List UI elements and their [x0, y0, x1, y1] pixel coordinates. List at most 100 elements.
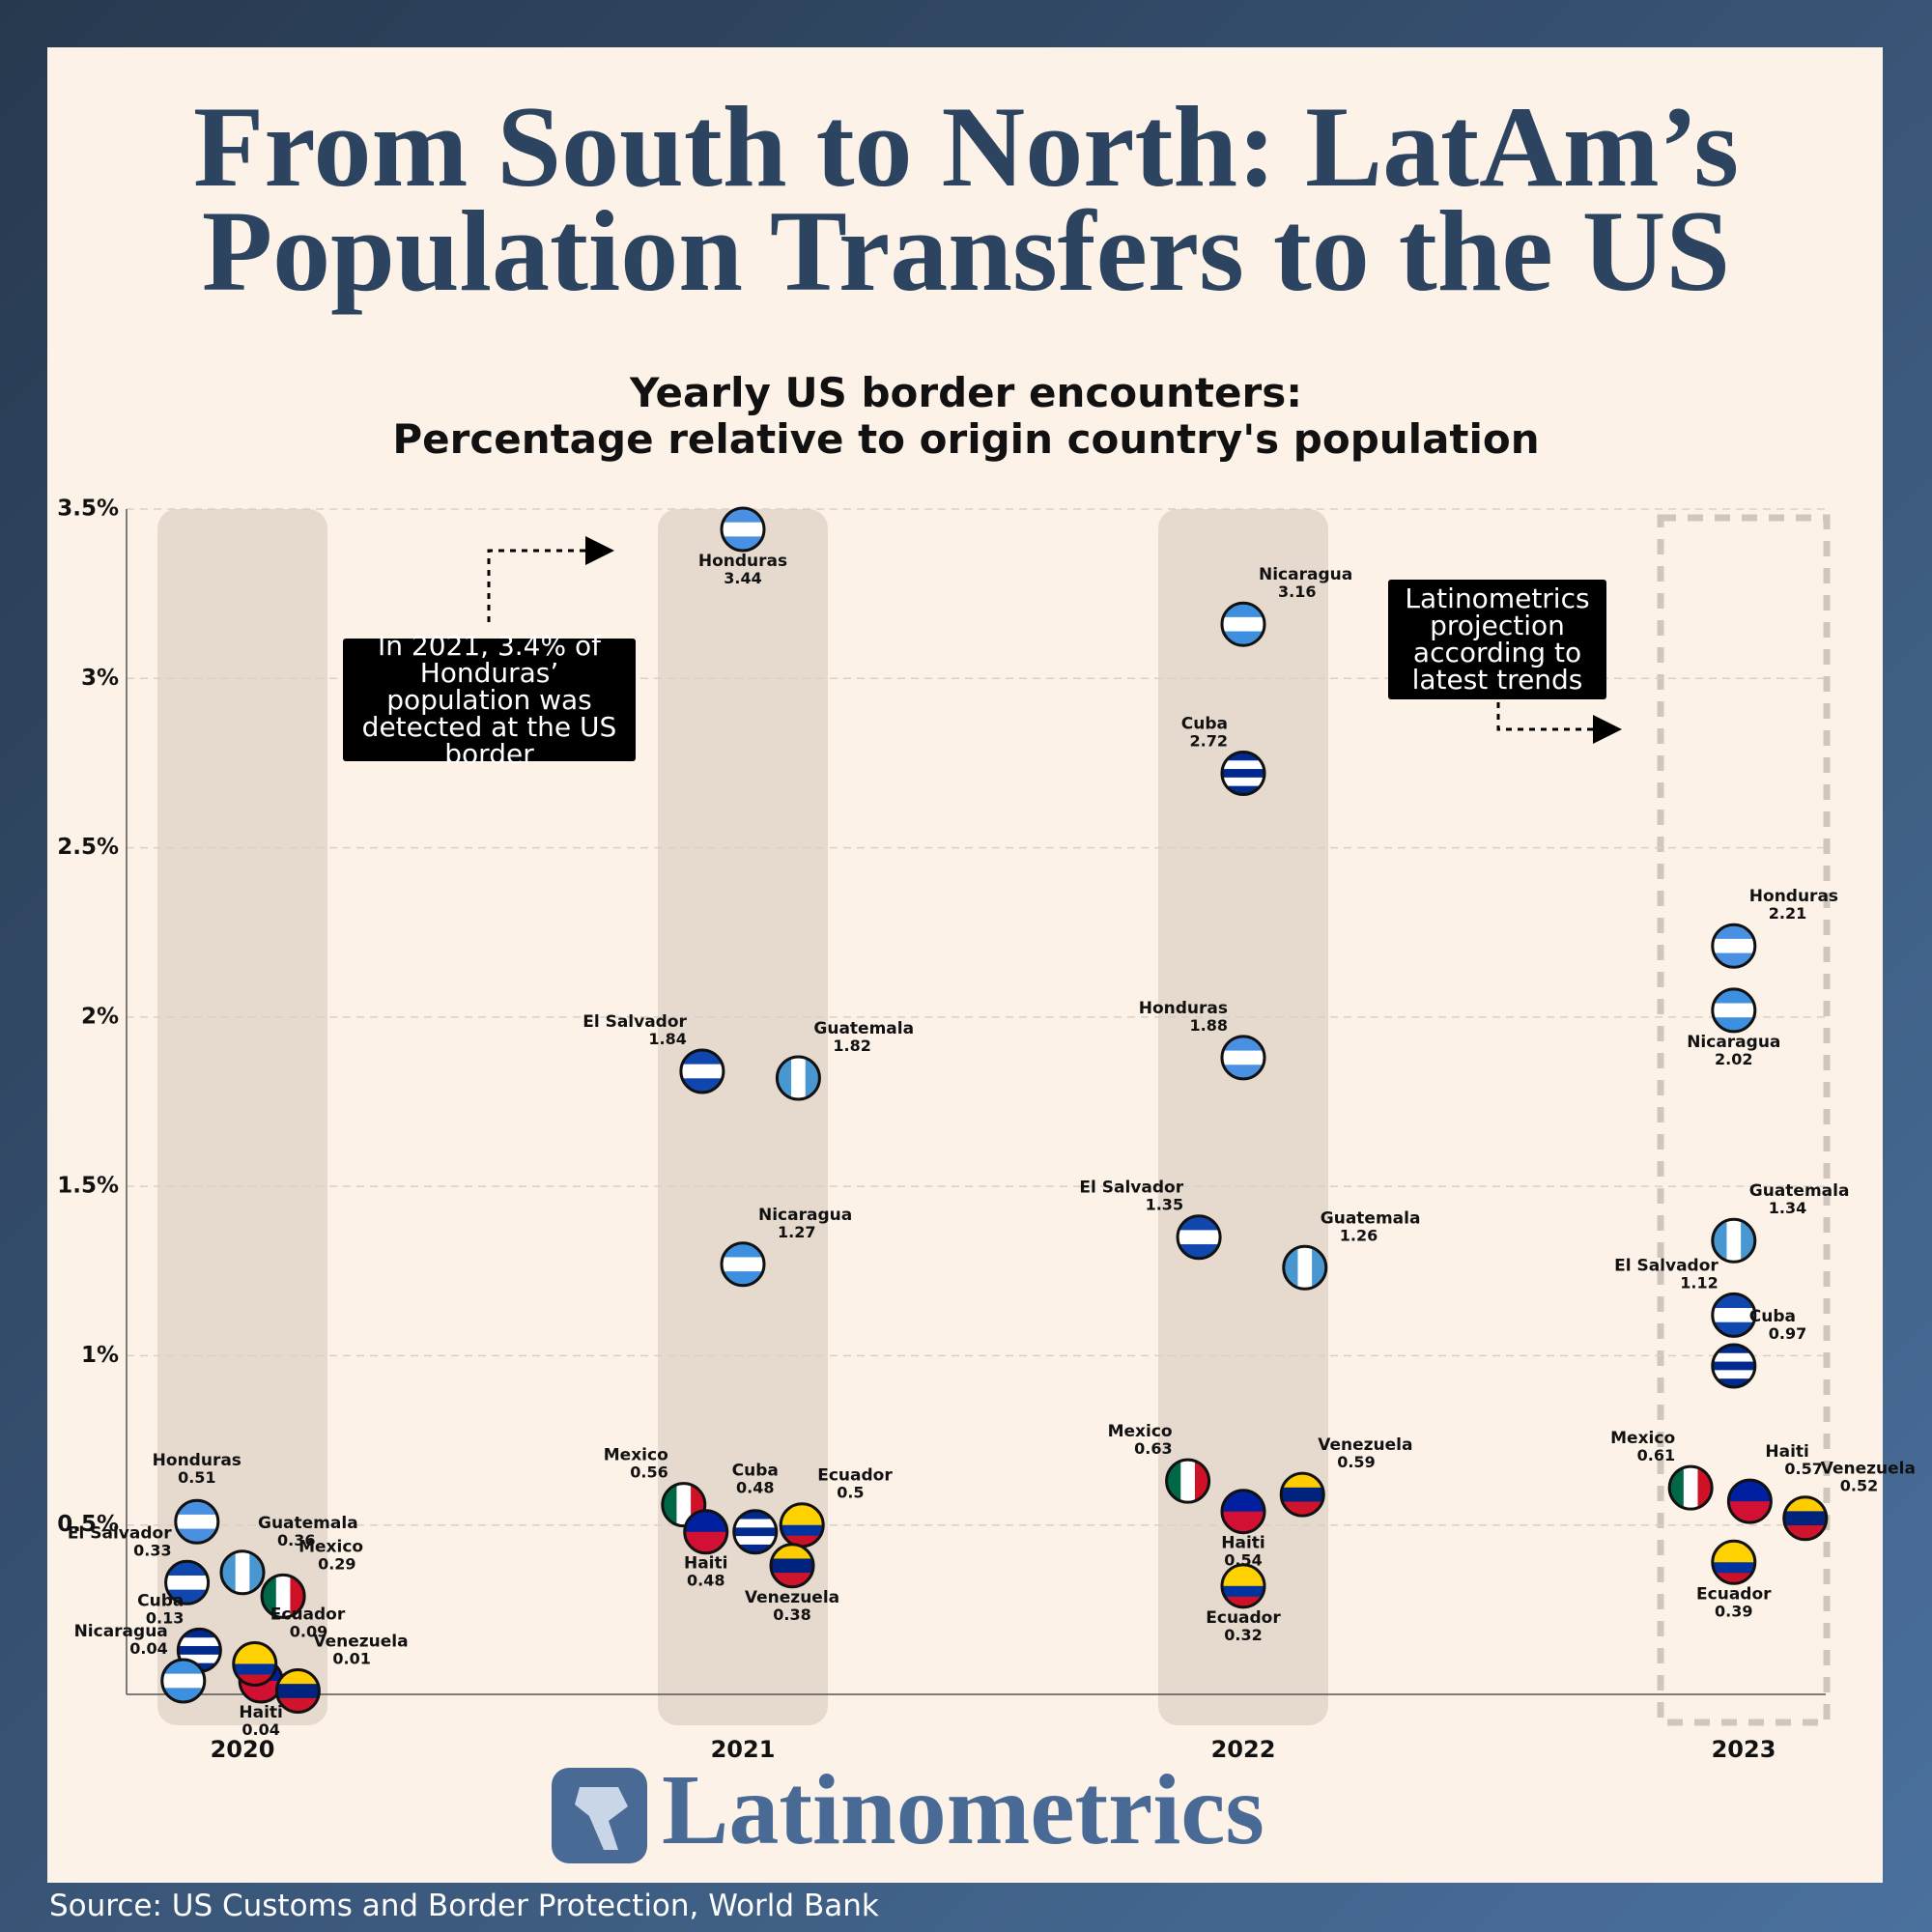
logo-text: Latinometrics: [662, 1754, 1264, 1865]
point-name: Guatemala: [813, 1019, 914, 1038]
point-name: Cuba: [732, 1462, 779, 1481]
flag: [1222, 1490, 1264, 1533]
point-name: Mexico: [1108, 1422, 1173, 1441]
point-value: 0.39: [1715, 1602, 1752, 1620]
point-name: Ecuador: [1696, 1584, 1772, 1604]
point-value: 0.52: [1840, 1477, 1878, 1495]
point-name: Haiti: [1221, 1534, 1264, 1553]
flag-stripe: [1683, 1466, 1698, 1510]
flag-stripe: [1222, 1596, 1264, 1607]
flag: [733, 1510, 777, 1553]
dot: [174, 1498, 220, 1545]
dot: [1711, 923, 1757, 969]
title-line: From South to North: LatAm’s: [193, 82, 1739, 211]
dot: [769, 1543, 815, 1589]
flag: [684, 1510, 727, 1553]
point-name: Honduras: [698, 552, 787, 571]
flag-stripe: [1712, 1573, 1755, 1584]
dot: [1165, 1458, 1211, 1504]
annotation-arrow: [1496, 702, 1622, 744]
flag-stripe: [1222, 1490, 1264, 1513]
flag-stripe: [276, 1684, 320, 1699]
point-value: 1.82: [833, 1037, 870, 1055]
y-tick-label: 1%: [81, 1343, 119, 1368]
dot: [1726, 1478, 1773, 1524]
point-name: Ecuador: [817, 1466, 893, 1486]
flag-stripe: [1222, 1050, 1264, 1065]
point-name: Honduras: [1749, 887, 1838, 906]
flag-stripe: [233, 1642, 276, 1654]
dot: [1711, 1539, 1757, 1585]
flag-stripe: [178, 1646, 221, 1656]
flag-stripe: [1281, 1487, 1324, 1502]
point-name: Honduras: [1139, 999, 1228, 1018]
point-name: Cuba: [1749, 1307, 1796, 1326]
flag: [1712, 1541, 1755, 1584]
flag-stripe: [781, 1503, 824, 1516]
dot: [1711, 1343, 1757, 1389]
flag-stripe: [1712, 1551, 1755, 1563]
flag-stripe: [1712, 1344, 1755, 1354]
point-value: 0.13: [146, 1608, 184, 1627]
point-value: 1.12: [1680, 1273, 1718, 1292]
point-name: Haiti: [684, 1554, 727, 1574]
subtitle-line: Yearly US border encounters:: [630, 369, 1302, 416]
point-value: 3.16: [1278, 582, 1316, 601]
dot: [720, 1241, 766, 1288]
flag: [1222, 1564, 1264, 1607]
flag-stripe: [684, 1510, 727, 1533]
flag-stripe: [1222, 1585, 1264, 1598]
point-name: Guatemala: [1749, 1181, 1850, 1201]
dot: [1282, 1244, 1328, 1291]
flag: [781, 1503, 824, 1547]
point-value: 1.84: [648, 1030, 686, 1048]
point-name: Nicaragua: [758, 1206, 852, 1225]
flag-stripe: [235, 1550, 250, 1594]
point-name: El Salvador: [1079, 1179, 1183, 1198]
logo-map: [575, 1787, 628, 1850]
point-value: 1.35: [1146, 1196, 1183, 1214]
flag-stripe: [175, 1514, 218, 1530]
point-value: 0.38: [773, 1605, 810, 1624]
flag-stripe: [1222, 616, 1264, 633]
dot: [661, 1482, 707, 1528]
flag-stripe: [233, 1674, 276, 1686]
flag: [1712, 1344, 1755, 1387]
point-value: 0.63: [1134, 1439, 1172, 1458]
dot: [1711, 987, 1757, 1034]
flag-stripe: [733, 1527, 777, 1537]
x-tick-label: 2021: [711, 1736, 776, 1763]
dot: [274, 1667, 321, 1714]
point-name: Venezuela: [1318, 1435, 1412, 1455]
flag-stripe: [178, 1637, 221, 1647]
year-band: [1158, 509, 1328, 1725]
flag: [1222, 752, 1264, 795]
point-name: Haiti: [1765, 1442, 1808, 1462]
dot: [1176, 1214, 1222, 1261]
point-value: 0.48: [687, 1572, 724, 1590]
flag-stripe: [781, 1524, 824, 1537]
point-value: 0.57: [1784, 1460, 1822, 1478]
flag-stripe: [722, 1257, 764, 1272]
flag-stripe: [1728, 1501, 1772, 1523]
dot: [1782, 1495, 1829, 1542]
point-name: Guatemala: [1321, 1208, 1421, 1228]
dot: [1220, 601, 1266, 647]
year-band: [157, 509, 327, 1725]
x-tick-label: 2020: [211, 1736, 275, 1763]
point-value: 1.27: [778, 1223, 815, 1241]
flag: [233, 1642, 276, 1686]
dot: [775, 1055, 821, 1101]
flag-stripe: [165, 1575, 209, 1591]
y-tick-label: 2.5%: [57, 835, 119, 860]
x-tick-label: 2023: [1712, 1736, 1776, 1763]
point-value: 0.61: [1637, 1446, 1675, 1464]
flag-stripe: [781, 1535, 824, 1547]
flag-stripe: [1728, 1480, 1772, 1502]
flag-stripe: [1712, 1308, 1755, 1323]
flag-stripe: [1712, 1370, 1755, 1379]
point-name: Honduras: [153, 1451, 242, 1470]
dot: [683, 1509, 729, 1555]
panel: [47, 47, 1883, 1883]
